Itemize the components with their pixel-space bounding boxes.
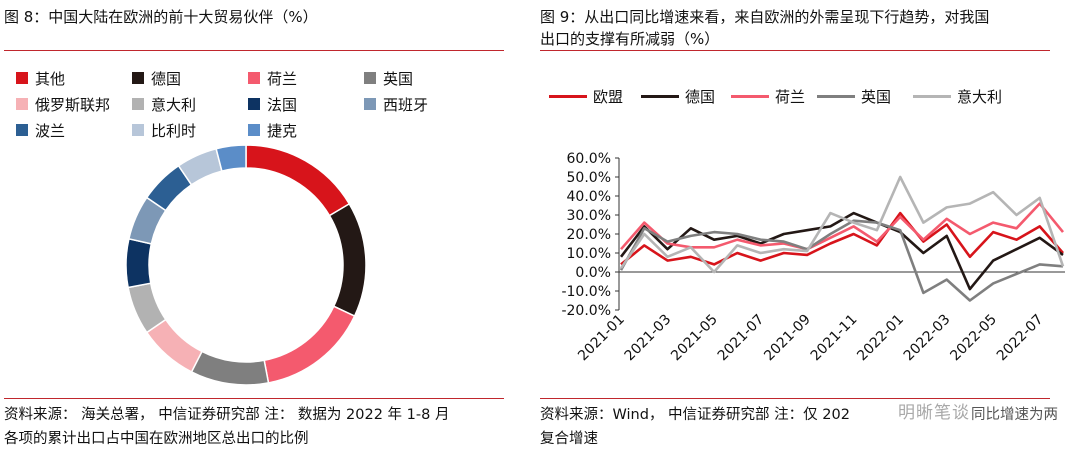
legend-label: 波兰 [35, 121, 66, 140]
y-tick-label: -20.0% [561, 303, 611, 319]
legend-label: 其他 [35, 69, 66, 88]
figure-9-title: 图 9：从出口同比增速来看，来自欧洲的外需呈现下行趋势，对我国 出口的支撑有所减… [540, 8, 990, 48]
legend-item: 英国 [364, 68, 413, 88]
legend-swatch [132, 72, 144, 84]
x-tick-label: 2021-05 [668, 312, 721, 365]
legend-swatch [248, 98, 260, 110]
legend-item: 捷克 [248, 120, 297, 140]
donut-slice [328, 202, 367, 318]
legend-line-swatch [913, 95, 951, 98]
donut-slice [125, 237, 153, 289]
figure-8-title: 图 8：中国大陆在欧洲的前十大贸易伙伴（%） [4, 8, 318, 26]
title-rule [540, 50, 1050, 51]
series-line [620, 211, 1064, 266]
legend-label: 荷兰 [267, 69, 298, 88]
legend-swatch [364, 98, 376, 110]
y-tick-label: 60.0% [567, 151, 611, 167]
legend-label: 英国 [861, 88, 892, 106]
legend-item: 英国 [817, 86, 891, 107]
legend-swatch [16, 98, 28, 110]
left-figure-panel: 图 8：中国大陆在欧洲的前十大贸易伙伴（%） 其他 德国 荷兰 英国俄罗斯联邦 意大利 法… [0, 0, 505, 462]
x-tick-label: 2022-05 [947, 312, 1000, 365]
donut-slice [190, 350, 270, 386]
y-tick-label: 20.0% [567, 227, 611, 243]
legend-swatch [132, 98, 144, 110]
donut-slice [215, 144, 247, 172]
legend-item: 法国 [248, 94, 297, 114]
legend-item: 德国 [641, 86, 715, 107]
legend-line-swatch [817, 95, 855, 98]
donut-chart [125, 144, 367, 386]
x-tick-label: 2022-03 [901, 312, 954, 365]
x-tick-label: 2021-03 [622, 312, 675, 365]
donut-slice [263, 305, 356, 384]
x-tick-label: 2022-07 [994, 312, 1047, 365]
source-rule [540, 398, 1050, 399]
right-figure-panel: 图 9：从出口同比增速来看，来自欧洲的外需呈现下行趋势，对我国 出口的支撑有所减… [537, 0, 1080, 462]
title-rule [4, 50, 504, 51]
legend-label: 荷兰 [775, 88, 806, 106]
legend-label: 德国 [151, 69, 182, 88]
legend-item: 比利时 [132, 120, 196, 140]
legend-item: 俄罗斯联邦 [16, 94, 110, 114]
legend-label: 捷克 [267, 121, 298, 140]
legend-label: 俄罗斯联邦 [35, 95, 111, 114]
source-rule [4, 398, 504, 399]
x-tick-label: 2021-07 [715, 312, 768, 365]
figure-9-source: 资料来源：Wind， 中信证券研究部 注：仅 202 [540, 407, 850, 423]
legend-swatch [132, 124, 144, 136]
legend-item: 西班牙 [364, 94, 428, 114]
figure-8-source: 资料来源： 海关总署， 中信证券研究部 注： 数据为 2022 年 1-8 月 [4, 407, 450, 423]
x-tick-label: 2021-01 [575, 312, 628, 365]
series-line [619, 175, 1065, 274]
legend-line-swatch [549, 95, 587, 98]
figure-8-source-line2: 各项的累计出口占中国在欧洲地区总出口的比例 [4, 431, 309, 447]
y-tick-label: 10.0% [567, 246, 611, 262]
legend-label: 欧盟 [593, 88, 624, 106]
legend-item: 波兰 [16, 120, 65, 140]
legend-label: 比利时 [151, 121, 197, 140]
y-tick-label: -10.0% [561, 284, 611, 300]
watermark: 明晰笔谈 [898, 403, 970, 423]
legend-label: 西班牙 [383, 95, 429, 114]
y-tick-label: 0.0% [575, 265, 611, 281]
legend-line-swatch [641, 95, 679, 98]
legend-line-swatch [731, 95, 769, 98]
x-tick-label: 2022-01 [854, 312, 907, 365]
series-line [619, 219, 1064, 302]
legend-item: 荷兰 [248, 68, 297, 88]
figure-9-source-tail: 同比增速为两 [971, 407, 1058, 423]
legend-label: 意大利 [151, 95, 197, 114]
legend-item: 意大利 [132, 94, 196, 114]
y-tick-label: 30.0% [567, 208, 611, 224]
legend-label: 意大利 [957, 88, 1003, 106]
legend-label: 法国 [267, 95, 298, 114]
legend-item: 荷兰 [731, 86, 805, 107]
series-line [620, 202, 1065, 251]
legend-swatch [248, 72, 260, 84]
figure-9-source-line2: 复合增速 [540, 431, 598, 447]
line-chart: 60.0% 50.0% 40.0% 30.0% 20.0% 10.0% 0.0% -10.0%… [561, 151, 1065, 365]
legend-item: 其他 [16, 68, 65, 88]
y-tick-label: 40.0% [567, 189, 611, 205]
donut-slice [245, 144, 351, 217]
legend-label: 德国 [685, 88, 716, 106]
legend-swatch [248, 124, 260, 136]
legend-swatch [16, 72, 28, 84]
legend-item: 意大利 [913, 86, 1002, 107]
x-tick-label: 2021-09 [761, 312, 814, 365]
series-line [619, 211, 1064, 291]
y-tick-label: 50.0% [567, 170, 611, 186]
legend-item: 欧盟 [549, 86, 623, 107]
legend-label: 英国 [383, 69, 414, 88]
legend-swatch [364, 72, 376, 84]
legend-item: 德国 [132, 68, 181, 88]
x-tick-label: 2021-11 [808, 312, 861, 365]
legend-swatch [16, 124, 28, 136]
